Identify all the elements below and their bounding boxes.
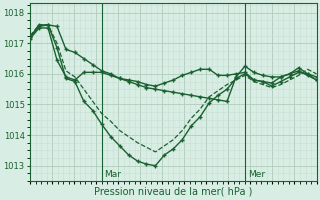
X-axis label: Pression niveau de la mer( hPa ): Pression niveau de la mer( hPa ) — [94, 187, 252, 197]
Text: Mar: Mar — [105, 170, 122, 179]
Text: Mer: Mer — [248, 170, 265, 179]
